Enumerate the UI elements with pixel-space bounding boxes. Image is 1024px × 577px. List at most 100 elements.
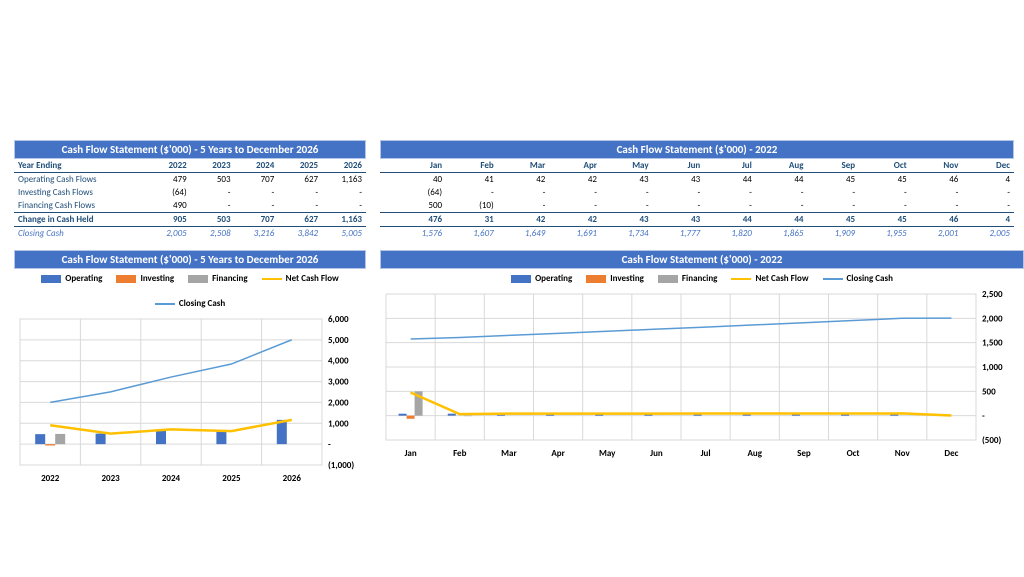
cell-value: -: [278, 199, 322, 213]
cell-value: 1,576: [394, 227, 446, 241]
tables-row: Cash Flow Statement ($'000) - 5 Years to…: [14, 140, 1014, 240]
cell-value: -: [911, 186, 963, 199]
row-label: Change in Cash Held: [14, 213, 147, 227]
chart-line: [50, 420, 292, 434]
cell-value: 707: [235, 213, 279, 227]
column-header: Nov: [911, 159, 963, 173]
svg-text:4,000: 4,000: [328, 356, 349, 367]
cell-value: 4: [962, 173, 1014, 187]
legend-swatch: [116, 275, 136, 283]
right-chart-legend: OperatingInvestingFinancingNet Cash Flow…: [380, 269, 1024, 290]
table-header-row: JanFebMarAprMayJunJulAugSepOctNovDec: [380, 159, 1014, 173]
cell-value: 627: [278, 173, 322, 187]
charts-row: Cash Flow Statement ($'000) - 5 Years to…: [14, 250, 1014, 495]
cell-value: 479: [147, 173, 191, 187]
column-header: May: [601, 159, 653, 173]
cell-value: 45: [807, 213, 859, 227]
cell-value: -: [653, 199, 705, 213]
legend-label: Net Cash Flow: [286, 273, 339, 284]
cell-value: -: [322, 186, 366, 199]
table-row: Operating Cash Flows4795037076271,163: [14, 173, 366, 187]
cell-value: -: [756, 186, 808, 199]
legend-item: Net Cash Flow: [262, 273, 339, 284]
chart-bar: [216, 431, 226, 444]
legend-label: Financing: [682, 273, 718, 284]
row-label: [380, 199, 394, 213]
cell-value: 44: [704, 213, 756, 227]
chart-bar: [407, 416, 415, 419]
legend-item: Closing Cash: [155, 298, 225, 309]
right-chart-title: Cash Flow Statement ($'000) - 2022: [380, 250, 1024, 269]
chart-bar: [399, 414, 407, 416]
cell-value: 1,734: [601, 227, 653, 241]
cell-value: -: [653, 186, 705, 199]
column-header: Oct: [859, 159, 911, 173]
svg-text:2024: 2024: [162, 473, 181, 484]
right-chart-panel: Cash Flow Statement ($'000) - 2022 Opera…: [380, 250, 1024, 495]
legend-item: Net Cash Flow: [731, 273, 808, 284]
column-header: Aug: [756, 159, 808, 173]
svg-text:Oct: Oct: [847, 448, 860, 459]
legend-swatch: [262, 278, 282, 280]
cell-value: 1,865: [756, 227, 808, 241]
column-header: 2026: [322, 159, 366, 173]
cell-value: -: [498, 186, 550, 199]
svg-text:1,000: 1,000: [328, 418, 349, 429]
chart-bar: [96, 434, 106, 444]
svg-text:-: -: [982, 411, 985, 422]
table-row: 40414242434344444545464: [380, 173, 1014, 187]
cell-value: 490: [147, 199, 191, 213]
chart-bar: [448, 414, 456, 416]
table-row: Investing Cash Flows(64)----: [14, 186, 366, 199]
left-chart-legend: OperatingInvestingFinancingNet Cash Flow…: [14, 269, 366, 315]
left-chart-svg: (1,000)-1,0002,0003,0004,0005,0006,00020…: [14, 315, 366, 495]
cell-value: 44: [756, 213, 808, 227]
right-chart-area: (500)-5001,0001,5002,0002,500JanFebMarAp…: [380, 290, 1024, 470]
cell-value: -: [191, 186, 235, 199]
svg-text:2026: 2026: [283, 473, 302, 484]
column-header: Feb: [446, 159, 498, 173]
cell-value: 3,216: [235, 227, 279, 241]
svg-text:2025: 2025: [222, 473, 241, 484]
cell-value: 4: [962, 213, 1014, 227]
svg-text:2022: 2022: [41, 473, 60, 484]
column-header: 2024: [235, 159, 279, 173]
table-row: 1,5761,6071,6491,6911,7341,7771,8201,865…: [380, 227, 1014, 241]
cell-value: (10): [446, 199, 498, 213]
svg-text:Dec: Dec: [944, 448, 958, 459]
cell-value: 476: [394, 213, 446, 227]
column-header: 2023: [191, 159, 235, 173]
cell-value: 1,607: [446, 227, 498, 241]
cell-value: -: [704, 186, 756, 199]
chart-bar: [45, 444, 55, 445]
table-row: 500(10)----------: [380, 199, 1014, 213]
cell-value: -: [704, 199, 756, 213]
svg-text:May: May: [599, 448, 616, 459]
left-table: Year Ending20222023202420252026Operating…: [14, 159, 366, 240]
cell-value: -: [911, 199, 963, 213]
cell-value: -: [322, 199, 366, 213]
table-row: Change in Cash Held9055037076271,163: [14, 213, 366, 227]
cell-value: 45: [859, 173, 911, 187]
legend-swatch: [731, 278, 751, 280]
row-label: Operating Cash Flows: [14, 173, 147, 187]
cell-value: 627: [278, 213, 322, 227]
legend-item: Closing Cash: [823, 273, 893, 284]
legend-swatch: [823, 278, 843, 280]
cell-value: 1,649: [498, 227, 550, 241]
cell-value: -: [498, 199, 550, 213]
svg-text:Jun: Jun: [650, 448, 663, 459]
cell-value: 1,777: [653, 227, 705, 241]
cell-value: -: [962, 199, 1014, 213]
legend-item: Investing: [116, 273, 174, 284]
svg-text:-: -: [328, 439, 331, 450]
svg-text:500: 500: [982, 386, 996, 397]
column-header: 2022: [147, 159, 191, 173]
cell-value: (64): [147, 186, 191, 199]
legend-label: Closing Cash: [179, 298, 225, 309]
legend-label: Investing: [610, 273, 644, 284]
cell-value: 43: [653, 213, 705, 227]
legend-swatch: [155, 303, 175, 305]
left-table-panel: Cash Flow Statement ($'000) - 5 Years to…: [14, 140, 366, 240]
column-header: Jul: [704, 159, 756, 173]
